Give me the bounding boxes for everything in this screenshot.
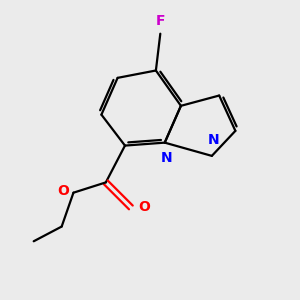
Text: N: N	[160, 152, 172, 166]
Text: N: N	[208, 133, 219, 147]
Text: F: F	[156, 14, 165, 28]
Text: O: O	[57, 184, 69, 198]
Text: O: O	[138, 200, 150, 214]
